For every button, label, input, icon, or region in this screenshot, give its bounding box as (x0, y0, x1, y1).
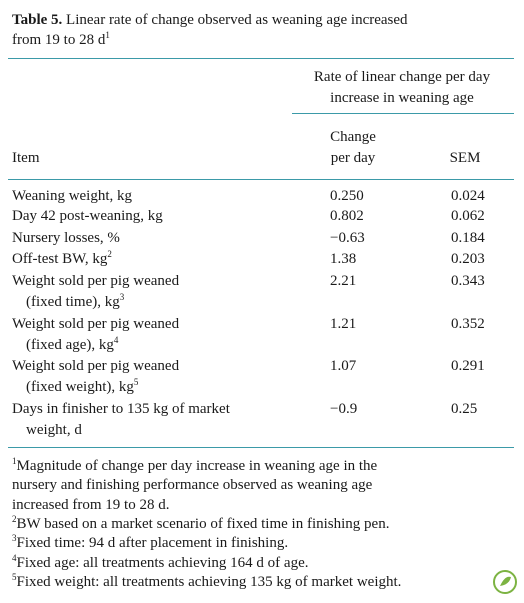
change-value: 1.21 (330, 316, 357, 332)
rule (292, 113, 514, 114)
group-header: increase in weaning age (330, 90, 474, 106)
footnote-mark: 3 (12, 533, 17, 544)
title-line: Table 5. Linear rate of change observed … (12, 11, 408, 29)
sem-value: 0.291 (451, 358, 485, 374)
item-text: Weaning weight, kg (12, 187, 132, 205)
item-line: Day 42 post-weaning, kg (12, 208, 163, 224)
rule (8, 179, 514, 180)
column-header: Item (12, 150, 40, 166)
sem-value: 0.343 (451, 273, 485, 289)
item-line: Weight sold per pig weaned (12, 316, 180, 332)
item-text: Weight sold per pig weaned (12, 357, 179, 375)
column-header: Change (330, 129, 376, 145)
footnote-line: nursery and finishing performance observ… (12, 476, 372, 494)
footnote-line: 5Fixed weight: all treatments achieving … (12, 571, 402, 591)
footnote-line: 1Magnitude of change per day increase in… (12, 457, 377, 475)
footnote-line: 3Fixed time: 94 d after placement in fin… (12, 534, 288, 552)
footnote-line: 2BW based on a market scenario of fixed … (12, 513, 390, 533)
sem-value: 0.352 (451, 316, 485, 332)
footnote-mark: 5 (12, 571, 17, 582)
table-label: Table 5. (12, 12, 63, 28)
item-line: Weight sold per pig weaned (12, 358, 180, 374)
footnote-mark: 4 (12, 552, 17, 563)
item-text: Weight sold per pig weaned (12, 315, 179, 333)
item-text: (fixed age), kg4 (26, 336, 118, 354)
sup: 1 (105, 30, 110, 40)
footnote-text: Fixed weight: all treatments achieving 1… (16, 573, 402, 590)
item-line: weight, d (26, 422, 82, 438)
footnote-mark: 2 (12, 513, 17, 524)
item-text: (fixed time), kg3 (26, 293, 124, 311)
item-text: (fixed weight), kg5 (26, 378, 138, 396)
item-text: Nursery losses, % (12, 229, 120, 247)
item-text: Days in finisher to 135 kg of market (12, 400, 230, 418)
footnote-line: 4Fixed age: all treatments achieving 164… (12, 552, 309, 572)
footnote-mark: 1 (12, 456, 17, 466)
change-value: −0.9 (330, 401, 358, 417)
sup: 5 (133, 377, 139, 387)
item-line: (fixed time), kg (26, 294, 120, 310)
group-header: Rate of linear change per day (313, 69, 491, 85)
change-value: −0.63 (330, 230, 365, 246)
title-text: from 19 to 28 d (12, 32, 106, 48)
sem-value: 0.024 (451, 188, 485, 204)
item-line: Nursery losses, % (12, 230, 120, 246)
sem-value: 0.184 (451, 230, 485, 246)
rule (8, 58, 514, 59)
title-text: Linear rate of change observed as weanin… (66, 12, 408, 28)
item-line: Off-test BW, kg (12, 251, 108, 267)
sem-value: 0.062 (451, 208, 485, 224)
change-value: 1.07 (330, 358, 357, 374)
footnote-text: nursery and finishing performance observ… (12, 477, 373, 494)
rule (8, 447, 514, 448)
item-line: (fixed weight), kg (26, 379, 134, 395)
sup: 3 (119, 292, 125, 302)
footnote-text: Fixed time: 94 d after placement in fini… (16, 535, 289, 552)
item-line: (fixed age), kg (26, 337, 114, 353)
item-text: Off-test BW, kg2 (12, 250, 112, 268)
sem-value: 0.25 (451, 401, 478, 417)
item-line: Weight sold per pig weaned (12, 273, 180, 289)
column-header: per day (330, 150, 376, 166)
change-value: 2.21 (330, 273, 357, 289)
sup: 2 (107, 249, 112, 259)
footnote-line: increased from 19 to 28 d. (12, 496, 169, 514)
item-line: Weaning weight, kg (12, 188, 133, 204)
change-value: 0.802 (330, 208, 364, 224)
item-text: Weight sold per pig weaned (12, 272, 179, 290)
sem-value: 0.203 (451, 251, 485, 267)
column-header: SEM (449, 150, 481, 166)
item-line: Days in finisher to 135 kg of market (12, 401, 230, 417)
change-value: 1.38 (330, 251, 357, 267)
footnote-text: BW based on a market scenario of fixed t… (16, 515, 390, 532)
item-text: Day 42 post-weaning, kg (12, 207, 163, 225)
title-line: from 19 to 28 d1 (12, 31, 110, 49)
change-value: 0.250 (330, 188, 364, 204)
footnote-text: Magnitude of change per day increase in … (16, 458, 378, 474)
item-text: weight, d (26, 421, 82, 439)
sup: 4 (113, 335, 119, 345)
logo-icon (493, 570, 517, 594)
footnote-text: increased from 19 to 28 d. (12, 496, 170, 513)
footnote-text: Fixed age: all treatments achieving 164 … (16, 554, 309, 571)
